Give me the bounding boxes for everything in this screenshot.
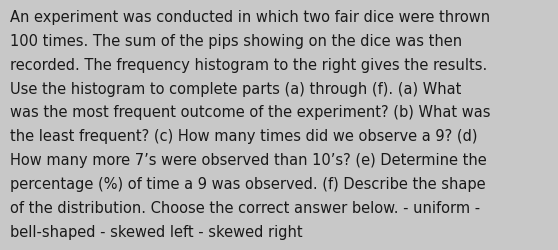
- Text: An experiment was conducted in which two fair dice were thrown: An experiment was conducted in which two…: [10, 10, 490, 25]
- Text: of the distribution. Choose the correct answer below. - uniform -: of the distribution. Choose the correct …: [10, 200, 480, 215]
- Text: recorded. The frequency histogram to the right gives the results.: recorded. The frequency histogram to the…: [10, 58, 487, 72]
- Text: the least frequent? (c) How many times did we observe a 9? (d): the least frequent? (c) How many times d…: [10, 129, 478, 144]
- Text: 100 times. The sum of the pips showing on the dice was then: 100 times. The sum of the pips showing o…: [10, 34, 462, 49]
- Text: bell-shaped - skewed left - skewed right: bell-shaped - skewed left - skewed right: [10, 224, 302, 239]
- Text: Use the histogram to complete parts (a) through (f). (a) What: Use the histogram to complete parts (a) …: [10, 81, 461, 96]
- Text: percentage (%) of time a 9 was observed. (f) Describe the shape: percentage (%) of time a 9 was observed.…: [10, 176, 485, 191]
- Text: was the most frequent outcome of the experiment? (b) What was: was the most frequent outcome of the exp…: [10, 105, 490, 120]
- Text: How many more 7’s were observed than 10’s? (e) Determine the: How many more 7’s were observed than 10’…: [10, 152, 487, 168]
